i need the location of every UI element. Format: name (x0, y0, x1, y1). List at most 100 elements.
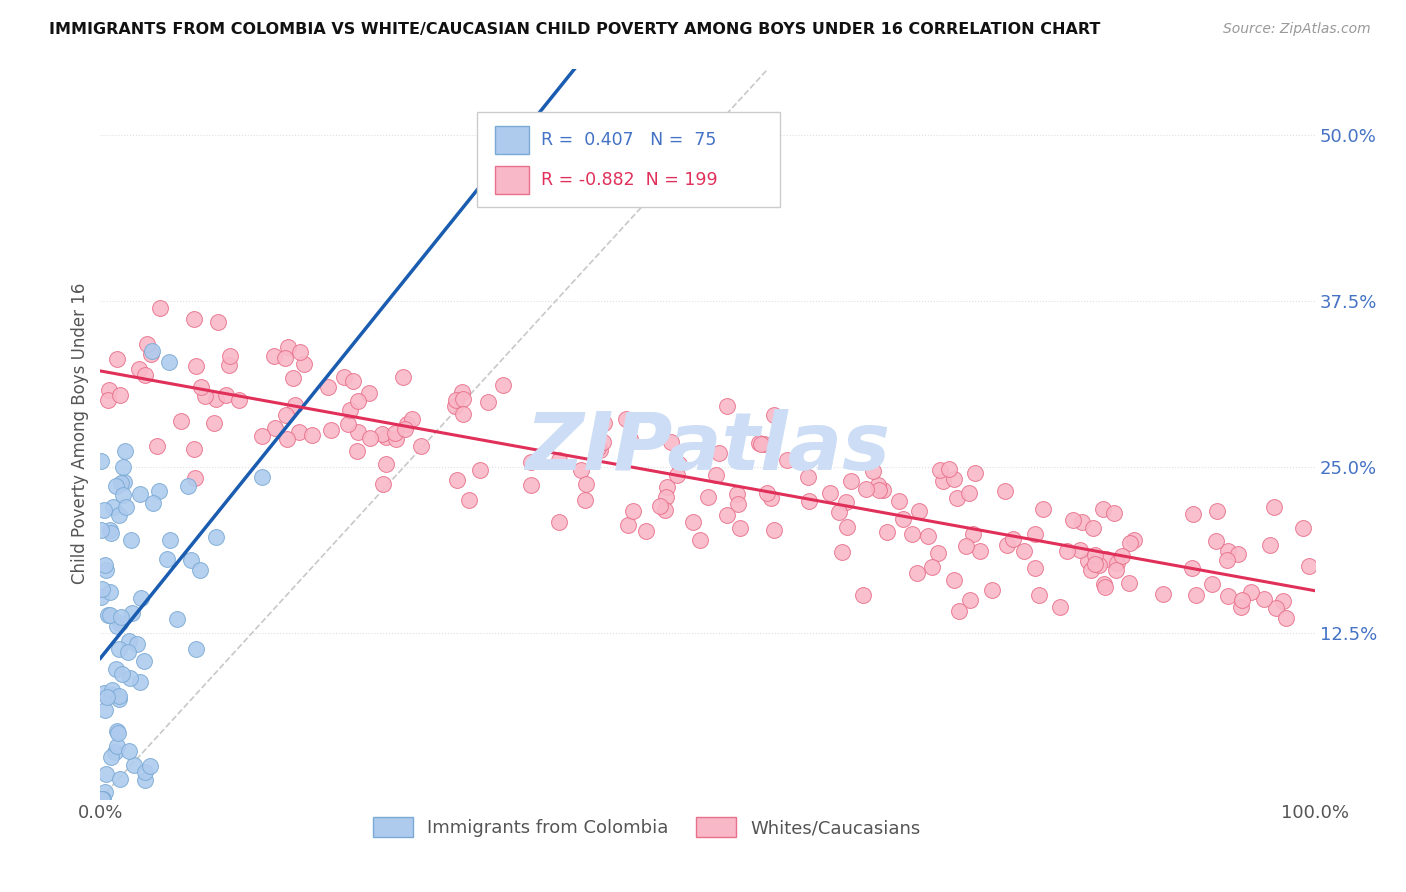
Point (94, 785, 117, 799)
Point (111, 459, 134, 474)
Point (697, 490, 720, 504)
Point (107, 726, 129, 740)
Point (97, 393, 120, 408)
Text: Source: ZipAtlas.com: Source: ZipAtlas.com (1223, 22, 1371, 37)
Point (385, 432, 408, 446)
Point (156, 552, 179, 566)
Point (374, 430, 396, 444)
Point (520, 455, 543, 469)
Point (575, 476, 598, 491)
Point (90, 523, 112, 537)
Point (868, 483, 890, 498)
Point (108, 616, 131, 631)
Point (1084, 557, 1107, 571)
Point (1107, 557, 1129, 571)
Point (347, 425, 370, 439)
Point (183, 312, 205, 326)
Point (616, 518, 638, 533)
Point (134, 368, 156, 383)
Point (202, 416, 225, 430)
Point (1272, 594, 1295, 608)
Point (371, 477, 394, 491)
Point (336, 417, 359, 431)
Bar (495, 126, 529, 153)
Point (250, 470, 273, 484)
Point (108, 641, 131, 656)
Point (1230, 599, 1253, 614)
Point (170, 414, 193, 428)
Point (1092, 576, 1115, 591)
Point (1084, 548, 1107, 562)
Point (101, 500, 124, 514)
Point (444, 399, 467, 413)
Point (93, 686, 115, 700)
Point (1095, 552, 1118, 566)
Point (292, 358, 315, 372)
Point (166, 611, 188, 625)
Point (205, 530, 228, 544)
Point (333, 369, 356, 384)
Point (115, 500, 138, 514)
Point (89, 792, 111, 806)
Point (287, 425, 309, 439)
Point (1123, 533, 1146, 547)
Point (108, 689, 131, 703)
Point (136, 337, 159, 351)
Point (818, 485, 841, 500)
Point (375, 457, 398, 471)
Point (90, 792, 112, 806)
Point (994, 484, 1017, 499)
Point (759, 491, 782, 506)
Point (98, 523, 121, 537)
Point (872, 483, 894, 497)
Point (1265, 600, 1288, 615)
Point (110, 475, 132, 490)
Point (346, 444, 368, 458)
Point (1024, 561, 1046, 575)
Point (1201, 576, 1223, 591)
Point (105, 478, 128, 492)
Point (129, 675, 152, 690)
Point (264, 421, 287, 435)
Point (659, 435, 682, 450)
Point (129, 591, 152, 606)
Point (139, 759, 162, 773)
Point (1119, 536, 1142, 550)
Point (1185, 588, 1208, 602)
Point (139, 347, 162, 361)
Point (1024, 527, 1046, 541)
Point (342, 374, 364, 388)
Point (962, 526, 984, 541)
Point (776, 453, 799, 467)
Point (91, 582, 114, 596)
Point (228, 393, 250, 408)
Point (96, 767, 118, 781)
Point (100, 688, 122, 702)
Point (1152, 587, 1174, 601)
Point (569, 463, 592, 477)
Point (183, 471, 205, 485)
Point (105, 724, 128, 739)
Point (94, 563, 117, 577)
Point (1205, 534, 1227, 549)
Point (188, 563, 211, 577)
Point (451, 407, 474, 421)
Point (93, 503, 115, 517)
Text: IMMIGRANTS FROM COLOMBIA VS WHITE/CAUCASIAN CHILD POVERTY AMONG BOYS UNDER 16 CO: IMMIGRANTS FROM COLOMBIA VS WHITE/CAUCAS… (49, 22, 1101, 37)
Point (1105, 563, 1128, 577)
Point (704, 468, 727, 483)
Point (621, 504, 644, 518)
Point (891, 512, 914, 526)
Point (97, 607, 120, 622)
Point (444, 393, 467, 408)
Point (339, 403, 361, 417)
Point (1077, 554, 1099, 568)
Point (1001, 532, 1024, 546)
Point (751, 436, 773, 450)
Point (835, 495, 858, 509)
Point (1049, 599, 1071, 614)
Point (1298, 558, 1320, 573)
Text: R =  0.407   N =  75: R = 0.407 N = 75 (541, 130, 717, 149)
Point (142, 496, 165, 510)
Point (927, 546, 949, 560)
